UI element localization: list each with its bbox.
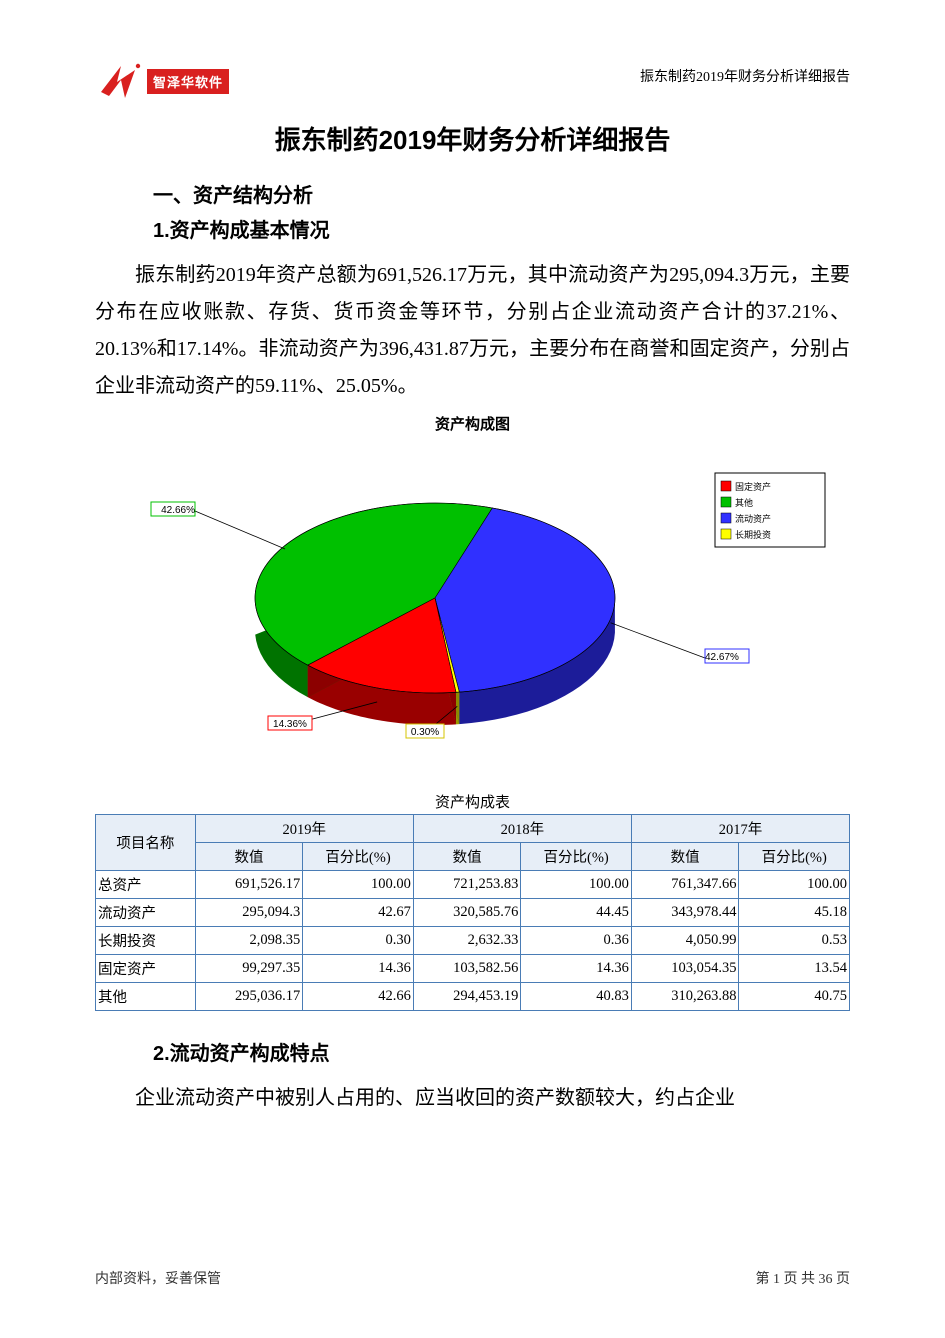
cell-value: 343,978.44: [631, 899, 739, 927]
cell-name: 固定资产: [96, 955, 196, 983]
cell-value: 99,297.35: [195, 955, 303, 983]
cell-value: 0.30: [303, 927, 414, 955]
cell-value: 103,054.35: [631, 955, 739, 983]
svg-text:42.66%: 42.66%: [161, 505, 195, 516]
svg-text:0.30%: 0.30%: [411, 727, 439, 738]
svg-text:流动资产: 流动资产: [735, 513, 771, 524]
page-title: 振东制药2019年财务分析详细报告: [95, 120, 850, 157]
cell-value: 2,632.33: [413, 927, 521, 955]
col-year-2018: 2018年: [413, 815, 631, 843]
subcol-value: 数值: [631, 843, 739, 871]
col-year-2017: 2017年: [631, 815, 849, 843]
cell-value: 320,585.76: [413, 899, 521, 927]
pie-chart-svg: 42.66% 42.67% 0.30% 14.36% 固定资产其他流动资产长期投资: [95, 438, 850, 768]
cell-value: 100.00: [521, 871, 632, 899]
section-heading-1: 一、资产结构分析: [153, 179, 850, 208]
cell-value: 45.18: [739, 899, 850, 927]
svg-text:固定资产: 固定资产: [735, 481, 771, 492]
subcol-value: 数值: [195, 843, 303, 871]
cell-value: 100.00: [303, 871, 414, 899]
cell-value: 2,098.35: [195, 927, 303, 955]
cell-value: 761,347.66: [631, 871, 739, 899]
logo-text: 智泽华软件: [147, 69, 229, 94]
cell-value: 100.00: [739, 871, 850, 899]
svg-text:其他: 其他: [735, 497, 753, 508]
table-row: 其他295,036.1742.66294,453.1940.83310,263.…: [96, 983, 850, 1011]
subcol-pct: 百分比(%): [303, 843, 414, 871]
cell-name: 流动资产: [96, 899, 196, 927]
cell-value: 4,050.99: [631, 927, 739, 955]
cell-value: 103,582.56: [413, 955, 521, 983]
cell-name: 长期投资: [96, 927, 196, 955]
col-item-name: 项目名称: [96, 815, 196, 871]
page-header: 智泽华软件 振东制药2019年财务分析详细报告: [95, 60, 850, 102]
subcol-value: 数值: [413, 843, 521, 871]
cell-value: 295,094.3: [195, 899, 303, 927]
cell-value: 14.36: [303, 955, 414, 983]
cell-value: 42.66: [303, 983, 414, 1011]
table-row: 总资产691,526.17100.00721,253.83100.00761,3…: [96, 871, 850, 899]
col-year-2019: 2019年: [195, 815, 413, 843]
table-row: 长期投资2,098.350.302,632.330.364,050.990.53: [96, 927, 850, 955]
cell-value: 691,526.17: [195, 871, 303, 899]
chart-title: 资产构成图: [95, 413, 850, 434]
logo: 智泽华软件: [95, 60, 229, 102]
page-footer: 内部资料，妥善保管 第 1 页 共 36 页: [95, 1268, 850, 1288]
cell-value: 40.75: [739, 983, 850, 1011]
svg-text:长期投资: 长期投资: [735, 529, 771, 540]
subsection-heading-2: 2.流动资产构成特点: [153, 1037, 850, 1066]
table-row: 固定资产99,297.3514.36103,582.5614.36103,054…: [96, 955, 850, 983]
asset-pie-chart: 资产构成图 42.66% 42.67% 0.30% 14.36% 固定资产其他流动资产长…: [95, 413, 850, 773]
cell-value: 13.54: [739, 955, 850, 983]
table-row: 流动资产295,094.342.67320,585.7644.45343,978…: [96, 899, 850, 927]
svg-text:14.36%: 14.36%: [273, 719, 307, 730]
cell-name: 其他: [96, 983, 196, 1011]
cell-value: 0.53: [739, 927, 850, 955]
cell-value: 44.45: [521, 899, 632, 927]
paragraph-2: 企业流动资产中被别人占用的、应当收回的资产数额较大，约占企业: [95, 1080, 850, 1117]
table-title: 资产构成表: [95, 791, 850, 812]
cell-value: 42.67: [303, 899, 414, 927]
subcol-pct: 百分比(%): [739, 843, 850, 871]
cell-value: 721,253.83: [413, 871, 521, 899]
footer-page: 第 1 页 共 36 页: [756, 1268, 851, 1288]
cell-value: 0.36: [521, 927, 632, 955]
cell-value: 40.83: [521, 983, 632, 1011]
subcol-pct: 百分比(%): [521, 843, 632, 871]
cell-name: 总资产: [96, 871, 196, 899]
cell-value: 295,036.17: [195, 983, 303, 1011]
subsection-heading-1: 1.资产构成基本情况: [153, 214, 850, 243]
footer-left: 内部资料，妥善保管: [95, 1268, 221, 1288]
logo-mark-icon: [95, 60, 145, 102]
asset-composition-table: 项目名称 2019年 2018年 2017年 数值 百分比(%) 数值 百分比(…: [95, 814, 850, 1011]
cell-value: 294,453.19: [413, 983, 521, 1011]
paragraph-1: 振东制药2019年资产总额为691,526.17万元，其中流动资产为295,09…: [95, 257, 850, 405]
svg-text:42.67%: 42.67%: [705, 652, 739, 663]
cell-value: 14.36: [521, 955, 632, 983]
cell-value: 310,263.88: [631, 983, 739, 1011]
header-doc-name: 振东制药2019年财务分析详细报告: [640, 60, 850, 86]
